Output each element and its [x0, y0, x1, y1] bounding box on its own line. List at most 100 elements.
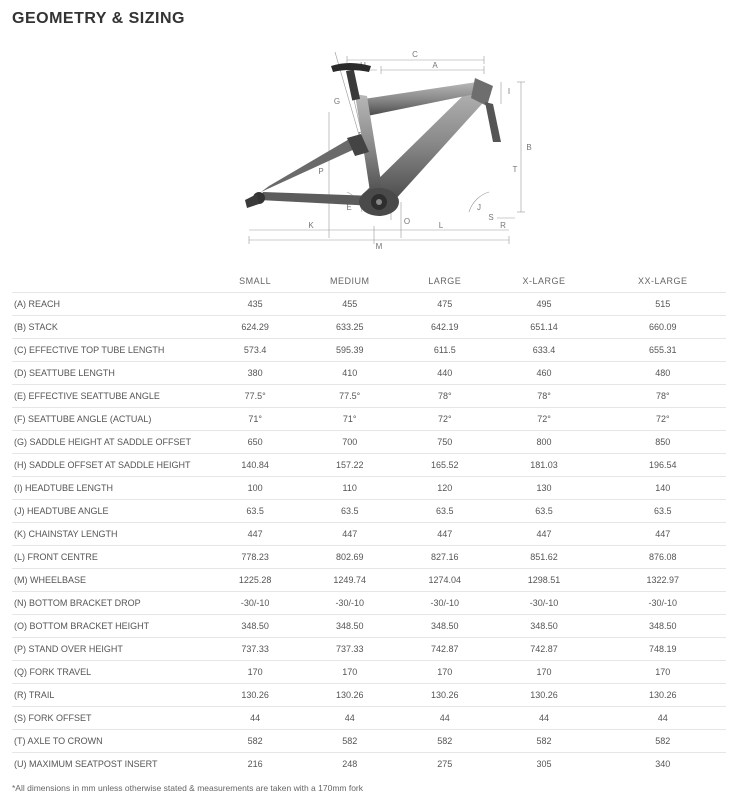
table-row: (A) REACH435455475495515 — [12, 293, 726, 316]
row-label: (N) BOTTOM BRACKET DROP — [12, 592, 212, 615]
cell-value: 624.29 — [212, 316, 298, 339]
row-label: (Q) FORK TRAVEL — [12, 661, 212, 684]
table-row: (B) STACK624.29633.25642.19651.14660.09 — [12, 316, 726, 339]
cell-value: 170 — [212, 661, 298, 684]
row-label: (J) HEADTUBE ANGLE — [12, 500, 212, 523]
header-spacer — [12, 270, 212, 293]
col-small: SMALL — [212, 270, 298, 293]
cell-value: 44 — [600, 707, 726, 730]
footnote: *All dimensions in mm unless otherwise s… — [12, 783, 726, 793]
cell-value: 750 — [401, 431, 488, 454]
cell-value: 130.26 — [212, 684, 298, 707]
table-row: (E) EFFECTIVE SEATTUBE ANGLE77.5°77.5°78… — [12, 385, 726, 408]
row-label: (C) EFFECTIVE TOP TUBE LENGTH — [12, 339, 212, 362]
cell-value: 660.09 — [600, 316, 726, 339]
cell-value: 63.5 — [600, 500, 726, 523]
cell-value: 71° — [212, 408, 298, 431]
row-label: (E) EFFECTIVE SEATTUBE ANGLE — [12, 385, 212, 408]
cell-value: 650 — [212, 431, 298, 454]
cell-value: 63.5 — [298, 500, 401, 523]
cell-value: -30/-10 — [298, 592, 401, 615]
table-row: (F) SEATTUBE ANGLE (ACTUAL)71°71°72°72°7… — [12, 408, 726, 431]
cell-value: 216 — [212, 753, 298, 776]
col-xxlarge: XX-LARGE — [600, 270, 726, 293]
cell-value: 348.50 — [600, 615, 726, 638]
cell-value: 447 — [489, 523, 600, 546]
cell-value: 850 — [600, 431, 726, 454]
cell-value: 348.50 — [298, 615, 401, 638]
row-label: (R) TRAIL — [12, 684, 212, 707]
cell-value: 78° — [600, 385, 726, 408]
cell-value: 140 — [600, 477, 726, 500]
cell-value: 44 — [212, 707, 298, 730]
cell-value: 181.03 — [489, 454, 600, 477]
cell-value: 130.26 — [401, 684, 488, 707]
cell-value: 63.5 — [212, 500, 298, 523]
row-label: (T) AXLE TO CROWN — [12, 730, 212, 753]
cell-value: 348.50 — [212, 615, 298, 638]
cell-value: 440 — [401, 362, 488, 385]
svg-text:R: R — [500, 221, 506, 230]
svg-text:K: K — [308, 221, 314, 230]
cell-value: 455 — [298, 293, 401, 316]
cell-value: 1298.51 — [489, 569, 600, 592]
cell-value: 582 — [489, 730, 600, 753]
cell-value: 44 — [298, 707, 401, 730]
cell-value: 737.33 — [298, 638, 401, 661]
cell-value: 71° — [298, 408, 401, 431]
cell-value: 1322.97 — [600, 569, 726, 592]
cell-value: 130.26 — [489, 684, 600, 707]
cell-value: 802.69 — [298, 546, 401, 569]
cell-value: 651.14 — [489, 316, 600, 339]
table-row: (U) MAXIMUM SEATPOST INSERT2162482753053… — [12, 753, 726, 776]
svg-text:P: P — [318, 167, 323, 176]
cell-value: 157.22 — [298, 454, 401, 477]
col-large: LARGE — [401, 270, 488, 293]
svg-text:S: S — [488, 213, 493, 222]
cell-value: -30/-10 — [489, 592, 600, 615]
cell-value: 447 — [401, 523, 488, 546]
table-row: (C) EFFECTIVE TOP TUBE LENGTH573.4595.39… — [12, 339, 726, 362]
row-label: (L) FRONT CENTRE — [12, 546, 212, 569]
svg-text:O: O — [404, 217, 410, 226]
cell-value: 642.19 — [401, 316, 488, 339]
cell-value: 582 — [298, 730, 401, 753]
cell-value: 582 — [212, 730, 298, 753]
cell-value: 655.31 — [600, 339, 726, 362]
cell-value: -30/-10 — [600, 592, 726, 615]
row-label: (M) WHEELBASE — [12, 569, 212, 592]
cell-value: 495 — [489, 293, 600, 316]
cell-value: 742.87 — [401, 638, 488, 661]
cell-value: 72° — [489, 408, 600, 431]
cell-value: 582 — [600, 730, 726, 753]
cell-value: 1274.04 — [401, 569, 488, 592]
cell-value: 633.4 — [489, 339, 600, 362]
table-row: (I) HEADTUBE LENGTH100110120130140 — [12, 477, 726, 500]
cell-value: 435 — [212, 293, 298, 316]
row-label: (I) HEADTUBE LENGTH — [12, 477, 212, 500]
cell-value: 748.19 — [600, 638, 726, 661]
cell-value: 165.52 — [401, 454, 488, 477]
cell-value: 475 — [401, 293, 488, 316]
table-row: (H) SADDLE OFFSET AT SADDLE HEIGHT140.84… — [12, 454, 726, 477]
cell-value: 63.5 — [489, 500, 600, 523]
table-header-row: SMALL MEDIUM LARGE X-LARGE XX-LARGE — [12, 270, 726, 293]
row-label: (P) STAND OVER HEIGHT — [12, 638, 212, 661]
cell-value: 44 — [401, 707, 488, 730]
cell-value: 737.33 — [212, 638, 298, 661]
cell-value: 130 — [489, 477, 600, 500]
cell-value: -30/-10 — [401, 592, 488, 615]
table-row: (L) FRONT CENTRE778.23802.69827.16851.62… — [12, 546, 726, 569]
col-medium: MEDIUM — [298, 270, 401, 293]
svg-text:G: G — [334, 97, 340, 106]
geometry-diagram: C A H M K L B I D G P J E N O T R S F — [179, 42, 559, 252]
table-row: (K) CHAINSTAY LENGTH447447447447447 — [12, 523, 726, 546]
table-row: (J) HEADTUBE ANGLE63.563.563.563.563.5 — [12, 500, 726, 523]
row-label: (O) BOTTOM BRACKET HEIGHT — [12, 615, 212, 638]
svg-text:M: M — [376, 242, 383, 251]
cell-value: 410 — [298, 362, 401, 385]
cell-value: -30/-10 — [212, 592, 298, 615]
cell-value: 78° — [401, 385, 488, 408]
cell-value: 1225.28 — [212, 569, 298, 592]
cell-value: 876.08 — [600, 546, 726, 569]
